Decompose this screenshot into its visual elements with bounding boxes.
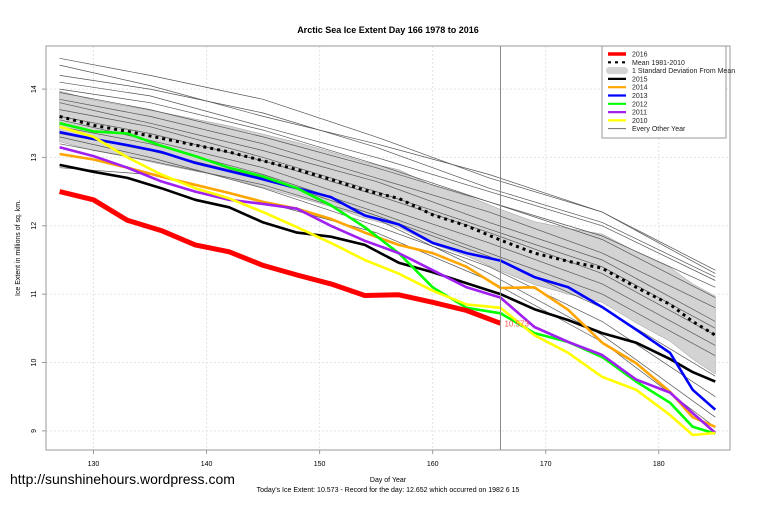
other-year-line bbox=[59, 136, 716, 397]
axes: 130 140 150 160 170 180 9 10 11 12 13 14 bbox=[31, 45, 731, 468]
watermark: http://sunshinehours.wordpress.com bbox=[10, 471, 235, 487]
legend-label: 2016 bbox=[632, 52, 648, 59]
plot-frame bbox=[45, 45, 731, 451]
x-tick-label: 150 bbox=[314, 461, 326, 468]
chart-subtitle: Today's Ice Extent: 10.573 - Record for … bbox=[257, 487, 520, 494]
other-year-line bbox=[59, 119, 716, 346]
sd-band-area bbox=[59, 90, 716, 375]
other-year-line bbox=[59, 102, 716, 322]
series-line-2016 bbox=[59, 189, 502, 326]
legend-label: 2010 bbox=[632, 118, 648, 125]
y-tick-label: 10 bbox=[31, 359, 38, 367]
other-year-line bbox=[59, 75, 716, 278]
y-tick-label: 12 bbox=[31, 222, 38, 230]
sd-band bbox=[59, 90, 716, 375]
y-tick-label: 14 bbox=[31, 85, 38, 93]
highlight-year-lines bbox=[59, 114, 717, 437]
other-year-line bbox=[59, 64, 716, 274]
y-tick-label: 11 bbox=[31, 290, 38, 297]
series-line-2010 bbox=[59, 125, 716, 437]
legend-label: 2014 bbox=[632, 85, 648, 92]
y-tick-label: 13 bbox=[31, 153, 38, 161]
y-tick-label: 9 bbox=[31, 429, 38, 433]
other-year-line bbox=[59, 98, 716, 309]
chart-title: Arctic Sea Ice Extent Day 166 1978 to 20… bbox=[297, 25, 479, 35]
x-axis-label: Day of Year bbox=[370, 477, 407, 484]
legend-swatch bbox=[606, 67, 628, 75]
other-years-lines bbox=[59, 57, 716, 428]
legend-label: 2013 bbox=[632, 93, 648, 100]
legend-label: 1 Standard Deviation From Mean bbox=[632, 68, 735, 75]
current-value-label: 10.573 bbox=[504, 319, 529, 328]
series-line-2011 bbox=[59, 145, 717, 434]
other-year-line bbox=[59, 88, 716, 288]
series-line-2015 bbox=[59, 163, 716, 383]
x-tick-label: 160 bbox=[427, 461, 439, 468]
other-year-line bbox=[59, 81, 716, 281]
legend-label: 2011 bbox=[632, 110, 647, 117]
x-tick-label: 140 bbox=[201, 461, 213, 468]
legend-label: Every Other Year bbox=[632, 126, 686, 133]
legend-label: 2012 bbox=[632, 101, 648, 108]
legend-label: 2015 bbox=[632, 76, 648, 83]
other-year-line bbox=[59, 126, 716, 357]
legend-label: Mean 1981-2010 bbox=[632, 60, 685, 67]
y-axis-label: Ice Extent in millions of sq. km. bbox=[15, 200, 22, 296]
other-year-line bbox=[59, 92, 716, 298]
series-line-2013 bbox=[59, 130, 717, 411]
x-tick-label: 170 bbox=[540, 461, 552, 468]
x-tick-label: 130 bbox=[88, 461, 100, 468]
other-year-line bbox=[59, 109, 716, 329]
other-year-line bbox=[59, 116, 716, 336]
x-tick-label: 180 bbox=[653, 461, 665, 468]
